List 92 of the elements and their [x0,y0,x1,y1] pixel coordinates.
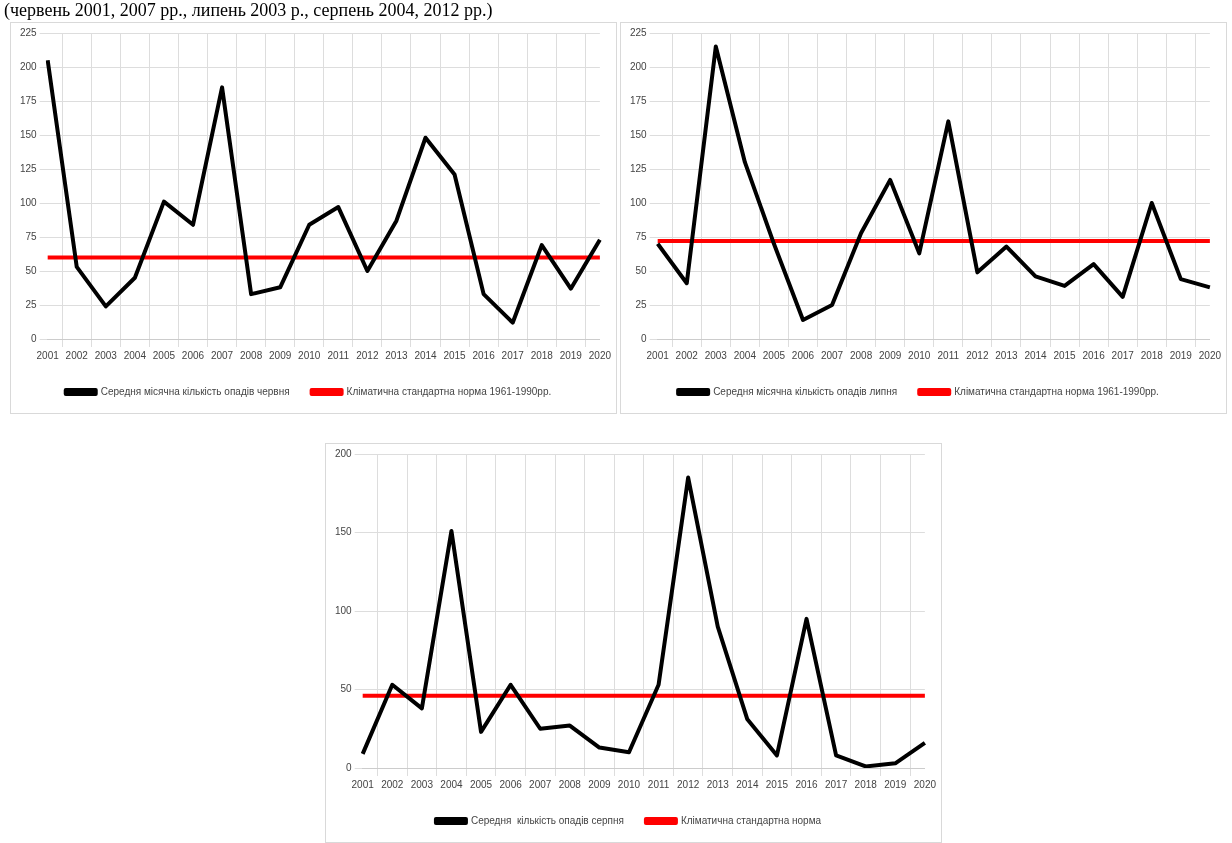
x-tick-label: 2009 [269,349,292,361]
x-tick-label: 2006 [181,349,205,361]
x-tick-label: 2015 [443,349,467,361]
x-tick-label: 2012 [356,349,379,361]
y-tick-label: 125 [630,162,648,174]
x-tick-label: 2005 [469,778,493,790]
x-tick-label: 2003 [704,349,728,361]
x-tick-label: 2006 [791,349,815,361]
x-tick-label: 2010 [298,349,321,361]
x-tick-label: 2018 [854,778,878,790]
x-tick-label: 2016 [472,349,496,361]
x-tick-label: 2008 [240,349,263,361]
x-tick-label: 2004 [123,349,147,361]
x-tick-label: 2020 [913,778,937,790]
y-tick-label: 50 [340,683,353,695]
x-tick-label: 2001 [646,349,670,361]
x-tick-label: 2009 [879,349,902,361]
x-tick-label: 2016 [795,778,819,790]
x-tick-label: 2017 [1111,349,1135,361]
x-tick-label: 2013 [385,349,408,361]
x-tick-label: 2007 [820,349,844,361]
y-tick-label: 200 [630,60,648,72]
y-tick-label: 0 [641,332,648,344]
x-tick-label: 2016 [1082,349,1106,361]
x-tick-label: 2006 [499,778,523,790]
x-tick-label: 2011 [327,349,350,361]
x-tick-label: 2011 [647,778,670,790]
x-tick-label: 2011 [937,349,960,361]
x-tick-label: 2019 [884,778,907,790]
y-tick-label: 150 [335,526,353,538]
legend-label: Середня місячна кількість опадів червня [100,385,290,397]
y-tick-label: 25 [25,298,38,310]
x-tick-label: 2002 [65,349,89,361]
y-tick-label: 150 [20,128,38,140]
x-tick-label: 2018 [530,349,554,361]
y-tick-label: 225 [630,26,648,38]
x-tick-label: 2020 [588,349,612,361]
y-tick-label: 0 [346,761,353,773]
x-tick-label: 2004 [440,778,464,790]
y-tick-label: 100 [20,196,38,208]
legend-label: Середня місячна кількість опадів липня [713,385,898,397]
x-tick-label: 2019 [559,349,583,361]
x-tick-label: 2017 [824,778,848,790]
x-tick-label: 2010 [908,349,931,361]
x-tick-label: 2014 [1024,349,1048,361]
y-tick-label: 50 [635,264,648,276]
x-tick-label: 2020 [1198,349,1222,361]
x-tick-label: 2008 [558,778,582,790]
x-tick-label: 2005 [762,349,786,361]
x-tick-label: 2017 [501,349,525,361]
x-tick-label: 2005 [152,349,176,361]
x-tick-label: 2013 [995,349,1018,361]
text: (червень 2001, 2007 рр., липень 2003 р., серпень 2004, 2012 рр.) [4,0,493,20]
x-tick-label: 2013 [706,778,730,790]
legend-label: Середня кількість опадів серпня [470,814,624,826]
x-tick-label: 2001 [36,349,60,361]
y-tick-label: 25 [635,298,648,310]
x-tick-label: 2003 [94,349,118,361]
x-tick-label: 2002 [675,349,699,361]
y-tick-label: 0 [31,332,38,344]
x-tick-label: 2009 [588,778,611,790]
y-tick-label: 50 [25,264,38,276]
x-tick-label: 2018 [1140,349,1164,361]
y-tick-label: 200 [335,447,353,459]
legend-label: Кліматична стандартна норма 1961-1990рр. [346,385,552,397]
y-tick-label: 200 [20,60,38,72]
y-tick-label: 175 [630,94,648,106]
x-tick-label: 2007 [529,778,552,790]
x-tick-label: 2015 [1053,349,1077,361]
legend-label: Кліматична стандартна норма 1961-1990рр. [954,385,1159,397]
y-tick-label: 75 [635,230,648,242]
x-tick-label: 2014 [736,778,759,790]
x-tick-label: 2001 [351,778,375,790]
x-tick-label: 2014 [414,349,438,361]
y-tick-label: 125 [20,162,38,174]
x-tick-label: 2007 [210,349,234,361]
x-tick-label: 2019 [1169,349,1193,361]
y-tick-label: 75 [25,230,38,242]
y-tick-label: 100 [630,196,648,208]
x-tick-label: 2003 [410,778,434,790]
x-tick-label: 2012 [966,349,989,361]
x-tick-label: 2002 [381,778,404,790]
y-tick-label: 100 [335,604,353,616]
y-tick-label: 175 [20,94,38,106]
y-tick-label: 225 [20,26,38,38]
x-tick-label: 2012 [677,778,700,790]
x-tick-label: 2008 [850,349,873,361]
x-tick-label: 2015 [765,778,789,790]
legend-label: Кліматична стандартна норма [680,814,822,826]
y-tick-label: 150 [630,128,648,140]
x-tick-label: 2010 [617,778,641,790]
x-tick-label: 2004 [733,349,757,361]
